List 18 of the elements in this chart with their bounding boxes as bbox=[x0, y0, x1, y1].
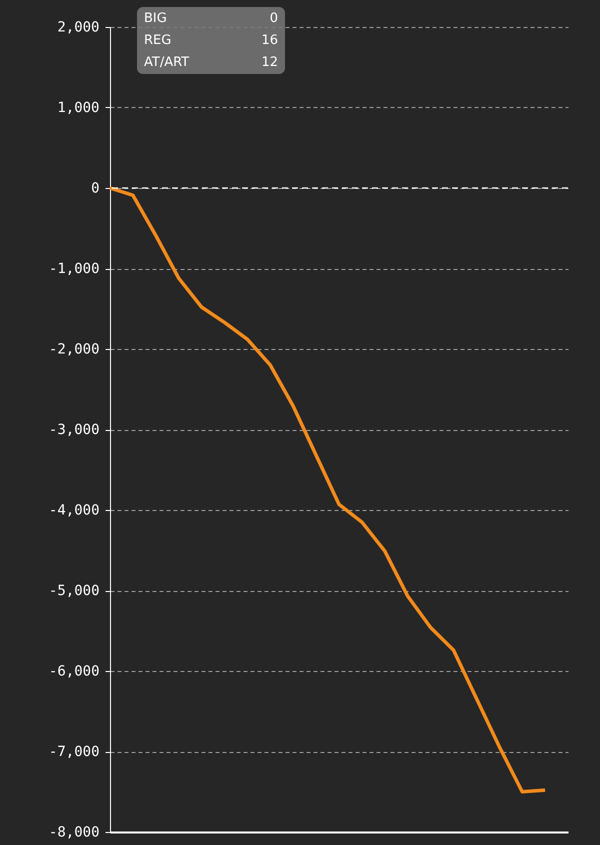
y-tick-label: 2,000 bbox=[57, 20, 100, 36]
y-tick-label: -4,000 bbox=[48, 502, 100, 518]
annotation: AT/ART bbox=[144, 54, 190, 71]
text: 0 bbox=[268, 10, 278, 27]
y-tick-label: 1,000 bbox=[57, 100, 100, 116]
text: BIG bbox=[144, 10, 168, 27]
y-tick-label: -5,000 bbox=[48, 583, 100, 599]
annotation: REG bbox=[144, 32, 172, 49]
y-tick-label: -6,000 bbox=[48, 664, 100, 680]
y-tick-label: -2,000 bbox=[48, 342, 100, 358]
y-tick-label: -7,000 bbox=[48, 744, 100, 760]
y-tick-label: 0 bbox=[91, 180, 100, 196]
y-tick-label: -1,000 bbox=[48, 261, 100, 277]
annotation: 16 bbox=[261, 32, 278, 49]
y-tick-label: -3,000 bbox=[48, 422, 100, 438]
line-series bbox=[108, 186, 547, 794]
y-tick-label: -8,000 bbox=[48, 824, 100, 840]
annotation: 12 bbox=[261, 54, 278, 71]
